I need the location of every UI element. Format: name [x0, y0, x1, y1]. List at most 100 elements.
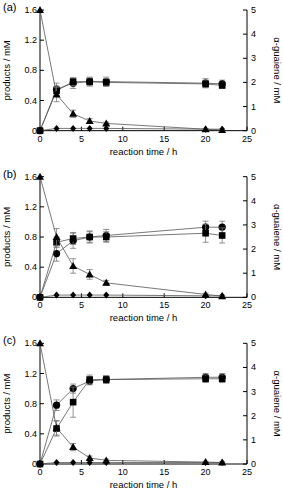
- y2-tick-label: 0: [251, 459, 256, 469]
- x-axis: [40, 297, 247, 298]
- x-tick-label: 5: [79, 300, 84, 310]
- x-tick-label: 10: [118, 300, 128, 310]
- error-bar: [70, 78, 76, 89]
- error-bar: [70, 443, 76, 450]
- y2-axis: [247, 177, 248, 298]
- square-marker: [37, 127, 44, 134]
- y-tick-label: 1.6: [24, 338, 37, 348]
- y-tick-label: 0.8: [24, 65, 37, 75]
- x-tick-label: 10: [118, 467, 128, 477]
- panel: (c)0510152025reaction time / h00.40.81.2…: [1, 334, 283, 490]
- y-axis-label: products / mM: [1, 207, 12, 267]
- x-axis: [40, 130, 247, 131]
- panel-label: (b): [3, 168, 16, 180]
- y2-tick-label: 2: [251, 244, 256, 254]
- x-tick-label: 20: [201, 467, 211, 477]
- x-tick-label: 5: [79, 467, 84, 477]
- error-bar: [219, 82, 225, 88]
- square-marker: [219, 232, 226, 239]
- error-bar: [103, 229, 109, 241]
- x-tick: [164, 460, 165, 464]
- triangle-marker: [202, 125, 210, 132]
- y2-tick: [243, 367, 247, 368]
- diamond-marker: [219, 459, 225, 466]
- diamond-marker: [203, 459, 209, 466]
- square-marker: [103, 376, 110, 383]
- x-axis: [40, 464, 247, 465]
- square-marker: [202, 375, 209, 382]
- y2-tick-label: 2: [251, 411, 256, 421]
- y-tick-label: 1.6: [24, 5, 37, 15]
- x-axis-label: reaction time / h: [110, 479, 178, 490]
- y2-tick: [243, 343, 247, 344]
- square-marker: [70, 235, 77, 242]
- y2-tick-label: 2: [251, 77, 256, 87]
- series-line: [40, 82, 222, 131]
- triangle-marker: [53, 424, 61, 431]
- circle-marker: [202, 80, 209, 87]
- triangle-marker: [53, 233, 61, 240]
- x-tick-label: 0: [37, 134, 42, 144]
- y2-axis-label: α-guaiene / mM: [272, 371, 283, 437]
- y2-tick-label: 5: [251, 172, 256, 182]
- x-tick-label: 15: [159, 300, 169, 310]
- diamond-marker: [70, 125, 76, 132]
- diamond-marker: [37, 127, 43, 134]
- y-tick-label: 1.2: [24, 202, 37, 212]
- square-marker: [219, 82, 226, 89]
- error-bar: [87, 78, 93, 86]
- x-tick-label: 5: [79, 134, 84, 144]
- triangle-marker: [36, 339, 44, 346]
- circle-marker: [103, 376, 110, 383]
- y-tick: [40, 237, 44, 238]
- error-bar: [54, 400, 60, 411]
- triangle-marker: [218, 126, 226, 133]
- error-bar: [103, 376, 109, 384]
- y2-tick: [243, 200, 247, 201]
- y2-tick-label: 3: [251, 53, 256, 63]
- diamond-marker: [70, 459, 76, 466]
- series-line: [40, 377, 222, 464]
- square-marker: [202, 81, 209, 88]
- diamond-marker: [203, 126, 209, 133]
- y-tick-label: 1.2: [24, 35, 37, 45]
- series-line: [40, 379, 222, 464]
- y-tick-label: 0.4: [24, 429, 37, 439]
- y2-tick-label: 0: [251, 126, 256, 136]
- triangle-marker: [202, 458, 210, 465]
- y2-tick: [243, 249, 247, 250]
- circle-marker: [36, 460, 43, 467]
- y2-tick-label: 4: [251, 362, 256, 372]
- x-tick: [247, 293, 248, 297]
- y2-tick-label: 3: [251, 387, 256, 397]
- y-tick: [40, 40, 44, 41]
- error-bar: [103, 79, 109, 87]
- error-bar: [70, 78, 76, 86]
- error-bar: [70, 259, 76, 273]
- triangle-marker: [102, 456, 110, 463]
- y-tick: [40, 206, 44, 207]
- y2-tick-label: 3: [251, 220, 256, 230]
- y2-tick: [243, 34, 247, 35]
- panel: (b)0510152025reaction time / h00.40.81.2…: [1, 168, 283, 324]
- x-axis-label: reaction time / h: [110, 146, 178, 157]
- y2-tick: [243, 224, 247, 225]
- error-bar: [87, 232, 93, 243]
- error-bar: [103, 376, 109, 384]
- error-bar: [87, 231, 93, 243]
- circle-marker: [86, 78, 93, 85]
- error-bar: [87, 375, 93, 384]
- error-bar: [219, 228, 225, 243]
- square-marker: [37, 294, 44, 301]
- y2-tick: [243, 273, 247, 274]
- error-bar: [103, 77, 109, 86]
- series-line: [40, 177, 222, 296]
- error-bar: [203, 224, 209, 242]
- y-axis-label: products / mM: [1, 373, 12, 433]
- y-axis-label: products / mM: [1, 40, 12, 100]
- diamond-marker: [103, 292, 109, 299]
- error-bar: [103, 232, 109, 243]
- diamond-marker: [70, 292, 76, 299]
- error-bar: [203, 375, 209, 383]
- circle-marker: [53, 402, 60, 409]
